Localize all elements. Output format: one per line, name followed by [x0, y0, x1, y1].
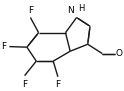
- Text: F: F: [2, 42, 7, 51]
- Text: F: F: [22, 80, 27, 89]
- Text: N: N: [67, 6, 74, 15]
- Text: H: H: [78, 4, 85, 13]
- Text: F: F: [55, 80, 61, 89]
- Text: O: O: [116, 49, 123, 58]
- Text: F: F: [28, 6, 33, 15]
